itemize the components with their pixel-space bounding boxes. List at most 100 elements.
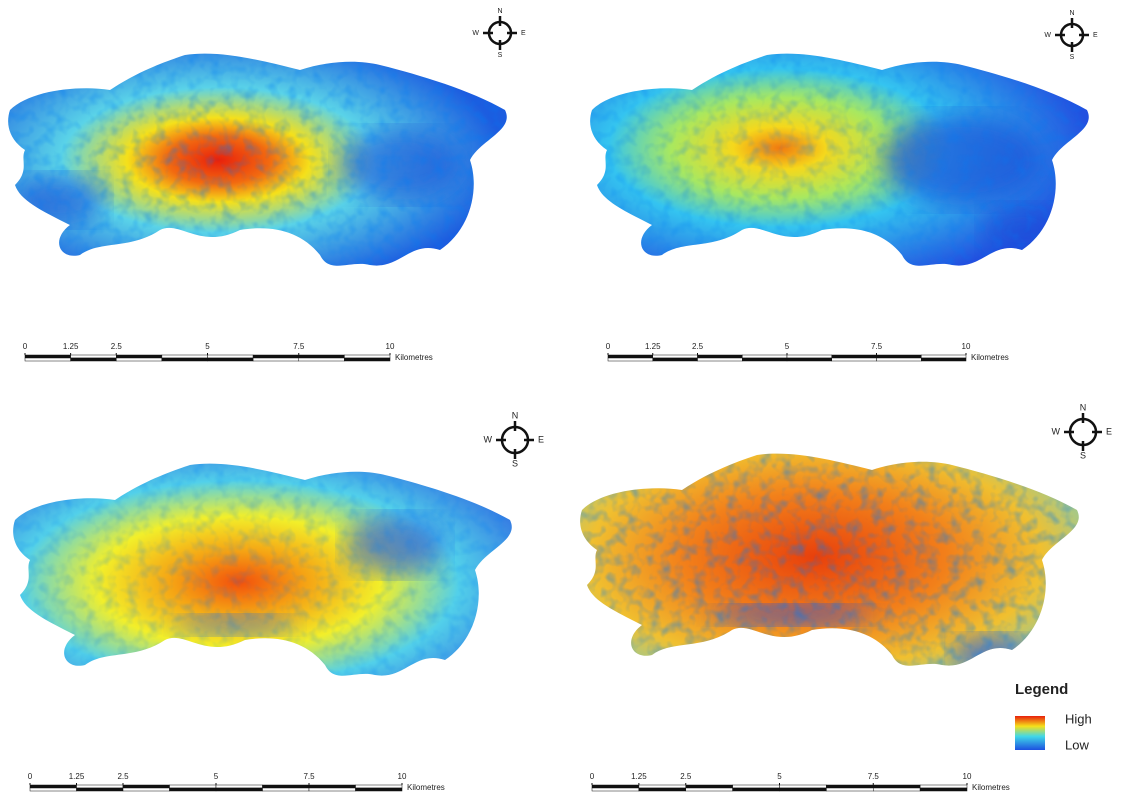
scale-segment xyxy=(826,785,873,788)
scale-segment xyxy=(742,355,787,358)
compass-s: S xyxy=(498,52,503,59)
compass-w: W xyxy=(472,30,479,37)
scale-label: 0 xyxy=(28,772,33,781)
scale-segment xyxy=(299,355,345,358)
scale-segment xyxy=(77,788,124,791)
scale-segment xyxy=(832,358,877,361)
scale-segment xyxy=(686,788,733,791)
compass-n: N xyxy=(1069,10,1074,17)
scale-label: 0 xyxy=(606,342,611,351)
scale-unit: Kilometres xyxy=(407,783,445,792)
scale-segment xyxy=(877,355,922,358)
scale-label: 1.25 xyxy=(69,772,85,781)
scale-segment xyxy=(71,358,117,361)
scale-segment xyxy=(123,785,170,788)
scale-segment xyxy=(216,788,263,791)
scale-segment xyxy=(920,788,967,791)
scale-label: 5 xyxy=(205,342,210,351)
scale-label: 7.5 xyxy=(303,772,315,781)
legend-high: High xyxy=(1065,711,1092,726)
scale-segment xyxy=(698,355,743,358)
scale-segment xyxy=(116,355,162,358)
compass-w: W xyxy=(1052,426,1061,436)
scale-segment xyxy=(639,788,686,791)
scale-label: 5 xyxy=(214,772,219,781)
scale-segment xyxy=(216,785,263,788)
scale-unit: Kilometres xyxy=(971,353,1009,362)
scale-segment xyxy=(25,355,71,358)
scale-label: 0 xyxy=(590,772,595,781)
scale-segment xyxy=(921,355,966,358)
scale-label: 10 xyxy=(398,772,407,781)
scale-segment xyxy=(608,358,653,361)
compass-n: N xyxy=(497,8,502,15)
scale-segment xyxy=(123,788,170,791)
scale-label: 2.5 xyxy=(111,342,123,351)
scale-segment xyxy=(639,785,686,788)
scale-label: 1.25 xyxy=(631,772,647,781)
scale-segment xyxy=(832,355,877,358)
compass-s: S xyxy=(512,458,518,468)
scale-segment xyxy=(309,785,356,788)
scale-label: 7.5 xyxy=(868,772,880,781)
scale-segment xyxy=(71,355,117,358)
figure: Legend High Low NSWE01.252.557.510Kilome… xyxy=(0,0,1122,793)
scale-label: 0 xyxy=(23,342,28,351)
scale-segment xyxy=(299,358,345,361)
compass-n: N xyxy=(512,410,519,420)
scale-segment xyxy=(170,788,217,791)
scale-label: 5 xyxy=(785,342,790,351)
scale-segment xyxy=(780,788,827,791)
scale-segment xyxy=(653,355,698,358)
scale-label: 10 xyxy=(962,342,971,351)
scale-segment xyxy=(344,355,390,358)
scale-segment xyxy=(208,355,254,358)
scale-segment xyxy=(686,785,733,788)
scale-segment xyxy=(698,358,743,361)
scale-segment xyxy=(208,358,254,361)
scale-label: 5 xyxy=(777,772,782,781)
scale-segment xyxy=(873,788,920,791)
scale-segment xyxy=(877,358,922,361)
scale-segment xyxy=(653,358,698,361)
legend-low: Low xyxy=(1065,737,1089,752)
map-panel xyxy=(582,40,1102,280)
scale-segment xyxy=(826,788,873,791)
map-panel xyxy=(572,440,1112,700)
scale-segment xyxy=(787,355,832,358)
scale-unit: Kilometres xyxy=(972,783,1010,792)
scale-segment xyxy=(170,785,217,788)
scale-segment xyxy=(162,355,208,358)
scale-segment xyxy=(920,785,967,788)
scale-segment xyxy=(921,358,966,361)
scale-segment xyxy=(30,788,77,791)
scale-label: 7.5 xyxy=(871,342,883,351)
legend-title: Legend xyxy=(1015,681,1068,698)
legend: Legend High Low xyxy=(1015,681,1092,752)
scale-label: 1.25 xyxy=(63,342,79,351)
compass-e: E xyxy=(521,30,526,37)
scale-label: 2.5 xyxy=(117,772,129,781)
scale-label: 2.5 xyxy=(692,342,704,351)
scale-segment xyxy=(263,788,310,791)
heat-map xyxy=(582,40,1102,280)
scale-segment xyxy=(162,358,208,361)
scale-segment xyxy=(608,355,653,358)
compass-w: W xyxy=(1044,32,1051,39)
scale-segment xyxy=(592,788,639,791)
scale-segment xyxy=(787,358,832,361)
compass-s: S xyxy=(1080,450,1086,460)
compass-e: E xyxy=(1093,32,1098,39)
scale-unit: Kilometres xyxy=(395,353,433,362)
scale-segment xyxy=(116,358,162,361)
scale-segment xyxy=(77,785,124,788)
scale-segment xyxy=(253,355,299,358)
scale-segment xyxy=(733,785,780,788)
legend-ramp xyxy=(1015,716,1045,750)
scale-segment xyxy=(25,358,71,361)
scale-label: 2.5 xyxy=(680,772,692,781)
scale-segment xyxy=(344,358,390,361)
map-panel xyxy=(0,40,520,280)
heat-map xyxy=(572,440,1112,700)
scale-segment xyxy=(253,358,299,361)
